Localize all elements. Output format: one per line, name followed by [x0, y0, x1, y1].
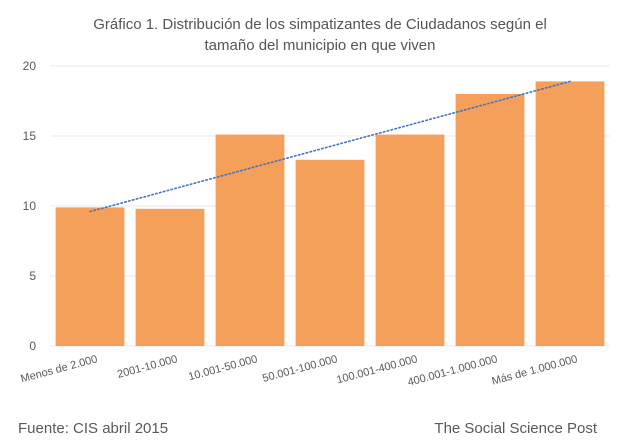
x-tick-label: 100.001-400.000: [335, 353, 418, 386]
bar: [295, 159, 365, 346]
x-tick-label: 10.001-50.000: [187, 353, 259, 383]
bar: [535, 81, 605, 347]
chart-title-line-2: tamaño del municipio en que viven: [204, 37, 436, 54]
chart-title-line-1: Gráfico 1. Distribución de los simpatiza…: [93, 16, 547, 33]
y-tick-label: 5: [29, 269, 36, 283]
y-tick-label: 20: [23, 59, 37, 73]
x-tick-label: 50.001-100.000: [261, 353, 339, 385]
bar: [375, 134, 445, 346]
y-tick-label: 15: [23, 129, 37, 143]
bar: [55, 207, 125, 346]
bars: [55, 81, 605, 347]
trendline: [89, 80, 571, 213]
bar: [455, 94, 525, 346]
source-note: Fuente: CIS abril 2015: [18, 420, 169, 437]
bar: [215, 134, 285, 346]
x-tick-label: 2001-10.000: [116, 353, 179, 381]
trend-line: [89, 80, 571, 213]
y-tick-label: 0: [29, 339, 36, 353]
x-axis-ticks: Menos de 2.000 2001-10.000 10.001-50.000 50…: [19, 353, 578, 388]
x-tick-label: Menos de 2.000: [19, 353, 98, 385]
x-tick-label: 400.001-1.000.000: [406, 353, 498, 388]
credit-note: The Social Science Post: [434, 420, 597, 437]
x-tick-label: Más de 1.000.000: [491, 353, 579, 387]
y-axis-ticks: 0 5 10 15 20: [23, 59, 37, 353]
y-tick-label: 10: [23, 199, 37, 213]
bar: [135, 208, 205, 346]
